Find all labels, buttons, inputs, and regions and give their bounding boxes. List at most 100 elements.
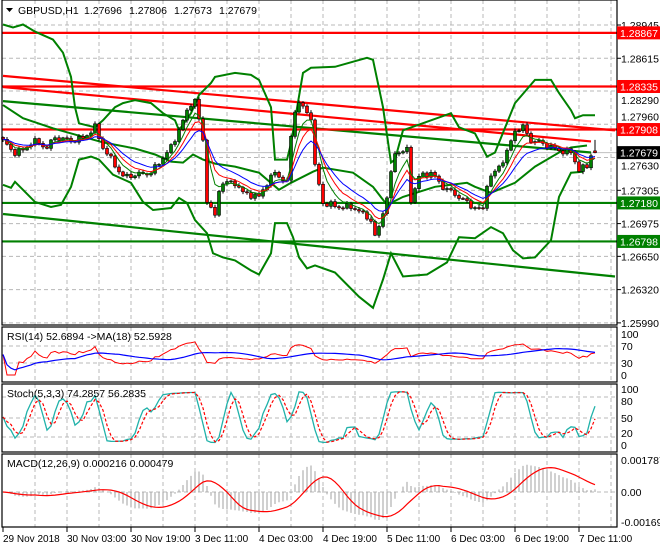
- resistance-price-tag-text: 1.28335: [620, 81, 658, 93]
- bull-candle: [293, 111, 297, 137]
- y-tick-label: 1.25990: [621, 318, 659, 330]
- y-tick-label: 1.27960: [621, 111, 659, 123]
- support-price-tag-text: 1.26798: [620, 236, 658, 248]
- bull-candle: [133, 175, 137, 178]
- bear-candle: [205, 139, 209, 203]
- bear-candle: [373, 220, 377, 236]
- bear-candle: [45, 146, 49, 149]
- bear-candle: [353, 208, 357, 210]
- bull-candle: [53, 137, 57, 141]
- bear-candle: [469, 200, 473, 209]
- support-trend-line[interactable]: [2, 100, 592, 154]
- x-tick-label: 6 Dec 03:00: [451, 534, 505, 545]
- bull-candle: [473, 207, 477, 209]
- resistance-price-tag-text: 1.27908: [620, 125, 658, 137]
- bear-candle: [481, 207, 485, 210]
- bear-candle: [461, 198, 465, 200]
- bull-candle: [497, 165, 501, 172]
- resistance-price-tag[interactable]: [617, 26, 660, 40]
- bear-candle: [457, 195, 461, 199]
- resistance-price-tag[interactable]: [617, 79, 660, 93]
- support-price-tag[interactable]: [617, 234, 660, 248]
- bear-candle: [309, 112, 313, 121]
- rsi-line: [2, 341, 596, 376]
- bear-candle: [317, 164, 321, 185]
- x-tick-label: 6 Dec 19:00: [515, 534, 569, 545]
- bear-candle: [325, 203, 329, 207]
- bear-candle: [113, 155, 117, 168]
- pane-frame: [1, 383, 618, 453]
- bear-candle: [321, 183, 325, 204]
- bear-candle: [337, 206, 341, 209]
- bear-candle: [301, 102, 305, 107]
- support-price-tag[interactable]: [617, 196, 660, 210]
- bull-candle: [225, 181, 229, 185]
- bull-candle: [581, 164, 585, 172]
- bear-candle: [585, 164, 589, 169]
- resistance-price-tag-text: 1.28867: [620, 28, 658, 40]
- axes: RSI(14) 52.6894 ->MA(18) 52.5928 Stoch(5,…: [2, 20, 660, 545]
- bull-candle: [537, 140, 541, 142]
- x-tick-label: 4 Dec 03:00: [259, 534, 313, 545]
- bear-candle: [37, 138, 41, 144]
- bull-candle: [513, 130, 517, 142]
- y-tick-label: 1.26975: [621, 219, 659, 231]
- bear-candle: [105, 148, 109, 155]
- frame: [1, 0, 618, 528]
- bear-candle: [277, 171, 281, 178]
- triangle-down-icon[interactable]: [6, 8, 13, 12]
- bear-candle: [357, 209, 361, 212]
- bull-candle: [377, 226, 381, 236]
- bear-candle: [313, 119, 317, 165]
- bear-candle: [449, 188, 453, 191]
- ma-slow-line: [2, 130, 596, 212]
- x-tick-label: 29 Nov 2018: [3, 534, 60, 545]
- x-tick-label: 3 Dec 11:00: [195, 534, 249, 545]
- rsi-tick-label: 100: [621, 329, 639, 341]
- bull-candle: [329, 201, 333, 207]
- bear-candle: [305, 105, 309, 114]
- bear-candle: [369, 218, 373, 222]
- bull-candle: [413, 188, 417, 203]
- resistance-trend-line[interactable]: [2, 85, 592, 143]
- y-tick-label: 1.27630: [621, 161, 659, 173]
- bull-candle: [125, 173, 129, 177]
- bear-candle: [81, 136, 85, 139]
- bull-candle: [489, 175, 493, 187]
- rsi-ma-line: [2, 347, 596, 371]
- bull-candle: [165, 152, 169, 159]
- bull-candle: [153, 164, 157, 174]
- bear-candle: [245, 191, 249, 194]
- resistance-price-tag[interactable]: [617, 123, 660, 137]
- bull-candle: [405, 146, 409, 152]
- rsi-label: RSI(14) 52.6894 ->MA(18) 52.5928: [7, 331, 172, 343]
- bear-candle: [561, 150, 565, 155]
- stoch-main-line: [2, 390, 596, 444]
- support-price-tag-text: 1.27180: [620, 198, 658, 210]
- support-trend-line[interactable]: [2, 212, 616, 278]
- moving-averages: [2, 112, 596, 225]
- bull-candle: [189, 106, 193, 111]
- bull-candle: [273, 171, 277, 176]
- x-tick-label: 7 Dec 11:00: [579, 534, 633, 545]
- bear-candle: [197, 99, 201, 120]
- candles: [1, 97, 597, 238]
- bull-candle: [229, 180, 233, 183]
- y-tick-label: 1.28290: [621, 95, 659, 107]
- rsi-tick-label: 70: [621, 341, 633, 353]
- bull-candle: [217, 191, 221, 216]
- bear-candle: [97, 123, 101, 139]
- bear-candle: [213, 206, 217, 216]
- bear-candle: [129, 173, 133, 178]
- resistance-trend-line[interactable]: [2, 74, 616, 132]
- symbol-label: GBPUSD,H1: [18, 5, 79, 17]
- bull-candle: [221, 183, 225, 192]
- bull-candle: [157, 164, 161, 166]
- bull-candle: [193, 99, 197, 107]
- bull-candle: [169, 144, 173, 153]
- bear-candle: [573, 152, 577, 163]
- bear-candle: [341, 207, 345, 210]
- macd-signal-line: [2, 466, 596, 518]
- bull-candle: [401, 151, 405, 154]
